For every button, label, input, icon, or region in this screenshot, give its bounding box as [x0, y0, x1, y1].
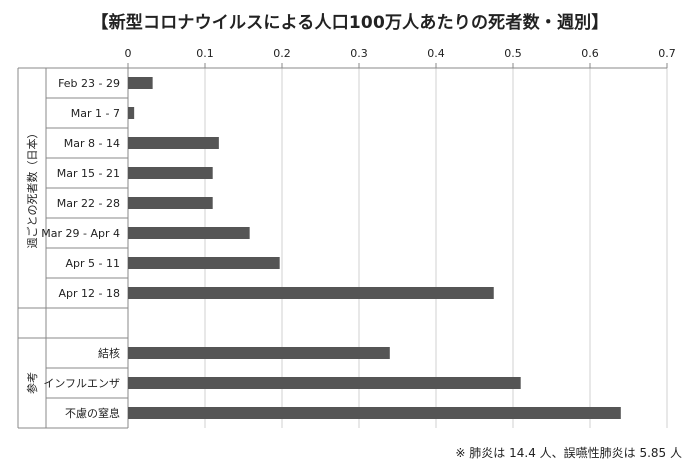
- labels: 0 0.1 0.2 0.3 0.4 0.5 0.6 0.7 Feb 23 - 29 Mar 1 -…: [25, 47, 676, 420]
- x-tick-label: 0.5: [504, 47, 522, 60]
- bar: [128, 407, 621, 419]
- category-label: Mar 29 - Apr 4: [41, 227, 120, 240]
- category-label: Apr 12 - 18: [59, 287, 120, 300]
- grid-lines: [204, 68, 668, 428]
- category-label: Apr 5 - 11: [66, 257, 120, 270]
- category-label: 不慮の窒息: [65, 406, 120, 420]
- category-label: 結核: [98, 346, 120, 360]
- chart-footnote: ※ 肺炎は 14.4 人、誤嚥性肺炎は 5.85 人: [455, 446, 682, 460]
- bar: [128, 347, 390, 359]
- bar: [128, 287, 494, 299]
- x-tick-label: 0.1: [196, 47, 214, 60]
- x-tick-label: 0.2: [273, 47, 291, 60]
- bar: [128, 257, 280, 269]
- bar: [128, 197, 213, 209]
- x-tick-label: 0.4: [427, 47, 445, 60]
- axes: [17, 63, 668, 429]
- category-label: Mar 1 - 7: [71, 107, 120, 120]
- bar: [128, 107, 135, 119]
- bar: [128, 377, 521, 389]
- bar: [128, 137, 219, 149]
- x-tick-label: 0.7: [658, 47, 676, 60]
- category-label: Mar 22 - 28: [57, 197, 120, 210]
- category-label: インフルエンザ: [43, 377, 120, 390]
- chart-title: 【新型コロナウイルスによる人口100万人あたりの死者数・週別】: [91, 13, 609, 33]
- bar: [128, 227, 250, 239]
- x-tick-label: 0.6: [581, 47, 599, 60]
- bar: [128, 77, 153, 89]
- group-label: 週ごとの死者数（日本）: [25, 128, 39, 249]
- x-tick-label: 0.3: [350, 47, 368, 60]
- x-tick-label: 0: [125, 47, 132, 60]
- bars: [128, 77, 621, 419]
- category-label: Mar 15 - 21: [57, 167, 120, 180]
- category-label: Feb 23 - 29: [58, 77, 120, 90]
- bar: [128, 167, 213, 179]
- category-label: Mar 8 - 14: [64, 137, 120, 150]
- group-label: 参考: [25, 372, 39, 394]
